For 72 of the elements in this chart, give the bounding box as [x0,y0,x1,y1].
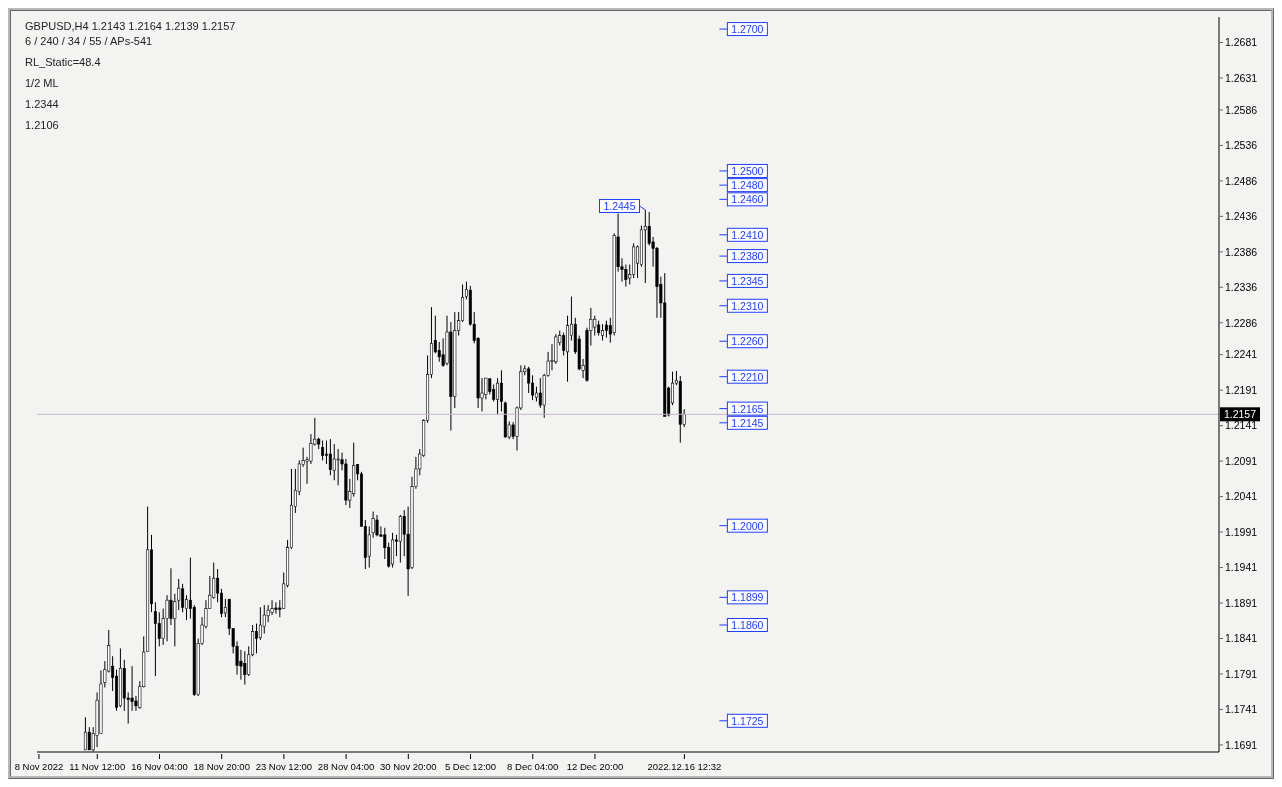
y-tick-label: 1.1691 [1225,738,1258,751]
candlestick [165,594,169,642]
annotation: 1.2700 [731,23,764,36]
annotation: 1.2310 [731,299,764,312]
candlestick [274,601,278,615]
candlestick [153,601,157,677]
y-tick-label: 1.2041 [1225,490,1258,503]
y-tick-label: 1.1841 [1225,632,1258,645]
y-tick-label: 1.2681 [1225,36,1258,49]
x-tick-label: 2022.12.16 12:32 [647,761,722,772]
candlestick [328,438,332,476]
candlestick [496,377,500,415]
y-tick-label: 1.1991 [1225,525,1258,538]
chart-title: GBPUSD,H4 1.2143 1.2164 1.2139 1.2157 [25,19,236,34]
annotation: 1.2165 [731,402,764,415]
x-tick-label: 30 Nov 20:00 [380,761,437,772]
y-tick-label: 1.2631 [1225,71,1258,84]
y-tick-label: 1.2091 [1225,454,1258,467]
annotation: RL_Static=48.4 [25,55,102,70]
annotation: 1.2410 [731,228,764,241]
annotation: 1.2345 [731,274,764,287]
y-tick-label: 1.2191 [1225,383,1258,396]
candlestick [181,583,185,613]
candlestick [336,448,340,486]
x-tick-label: 8 Dec 04:00 [507,761,559,772]
candlestick [437,341,441,363]
y-tick-label: 1.2436 [1225,210,1258,223]
y-tick-label: 1.2241 [1225,348,1258,361]
y-tick-label: 1.1791 [1225,667,1258,680]
x-tick-label: 16 Nov 04:00 [131,761,188,772]
x-tick-label: 8 Nov 2022 [14,761,64,772]
candlestick [243,650,247,686]
y-tick-label: 1.2486 [1225,174,1258,187]
candlestick [538,377,542,409]
annotation: 1.2260 [731,335,764,348]
y-tick-label: 1.2586 [1225,103,1258,116]
y-tick-label: 1.2386 [1225,245,1258,258]
annotation: 1.1860 [731,619,764,632]
x-tick-label: 12 Dec 20:00 [566,761,624,772]
candlestick [258,606,262,641]
annotation: 1.2480 [731,179,764,192]
annotation: 1.2500 [731,164,764,177]
annotation: 1.2145 [731,416,764,429]
y-tick-label: 1.1741 [1225,703,1258,716]
y-tick-label: 1.1941 [1225,561,1258,574]
y-tick-label: 1.2536 [1225,139,1258,152]
annotation: 1.2380 [731,250,764,263]
x-tick-label: 11 Nov 12:00 [69,761,126,772]
annotation: 1.2344 [25,97,60,112]
candlestick [332,443,336,481]
annotation: 1.1725 [731,714,764,727]
text: 6 / 240 / 34 / 55 / APs-541 [25,34,154,49]
x-tick-label: 5 Dec 12:00 [444,761,497,772]
x-tick-label: 28 Nov 04:00 [317,761,375,772]
x-tick-label: 18 Nov 20:00 [193,761,250,772]
annotation: 1.2460 [731,193,764,206]
annotation: 1/2 ML [25,76,60,91]
annotation: 1.2106 [25,118,60,133]
y-tick-label: 1.2141 [1225,419,1258,432]
ref-line-label: 1.2157 [1223,408,1257,421]
candlestick [593,315,597,337]
candlestick [321,440,325,461]
annotation: 1.1899 [731,591,764,604]
annotation: 1.2210 [731,370,764,383]
candlestick [643,209,647,284]
annotation: 1.2445 [603,199,636,212]
y-tick-label: 1.2286 [1225,316,1258,329]
annotation: 1.2000 [731,519,764,532]
y-tick-label: 1.2336 [1225,281,1258,294]
candlestick [254,623,258,654]
y-tick-label: 1.1891 [1225,596,1258,609]
x-tick-label: 23 Nov 12:00 [255,761,313,772]
